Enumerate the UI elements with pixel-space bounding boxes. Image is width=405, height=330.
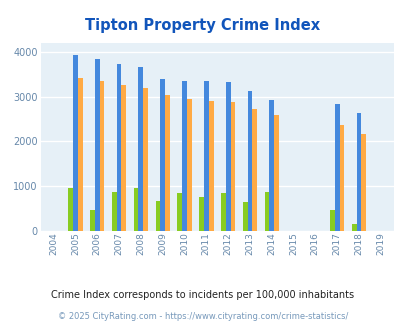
Bar	[230, 103, 235, 231]
Bar	[78, 78, 83, 231]
Text: Tipton Property Crime Index: Tipton Property Crime Index	[85, 18, 320, 33]
Bar	[112, 192, 116, 231]
Bar	[225, 82, 230, 231]
Bar	[273, 115, 278, 231]
Bar	[133, 187, 138, 231]
Text: © 2025 CityRating.com - https://www.cityrating.com/crime-statistics/: © 2025 CityRating.com - https://www.city…	[58, 312, 347, 321]
Bar	[143, 88, 148, 231]
Bar	[90, 210, 95, 231]
Bar	[360, 134, 365, 231]
Bar	[182, 81, 186, 231]
Bar	[121, 85, 126, 231]
Bar	[242, 202, 247, 231]
Bar	[252, 109, 256, 231]
Bar	[339, 125, 343, 231]
Bar	[100, 82, 104, 231]
Bar	[155, 201, 160, 231]
Bar	[160, 79, 165, 231]
Bar	[220, 193, 225, 231]
Bar	[329, 210, 334, 231]
Bar	[351, 224, 356, 231]
Bar	[208, 101, 213, 231]
Bar	[203, 82, 208, 231]
Bar	[264, 192, 269, 231]
Text: Crime Index corresponds to incidents per 100,000 inhabitants: Crime Index corresponds to incidents per…	[51, 290, 354, 300]
Bar	[186, 99, 191, 231]
Bar	[198, 197, 203, 231]
Bar	[95, 59, 100, 231]
Bar	[165, 95, 169, 231]
Bar	[334, 104, 339, 231]
Bar	[247, 91, 252, 231]
Bar	[73, 54, 78, 231]
Bar	[269, 100, 273, 231]
Bar	[68, 187, 73, 231]
Bar	[356, 113, 360, 231]
Bar	[177, 193, 182, 231]
Bar	[116, 64, 121, 231]
Bar	[138, 67, 143, 231]
